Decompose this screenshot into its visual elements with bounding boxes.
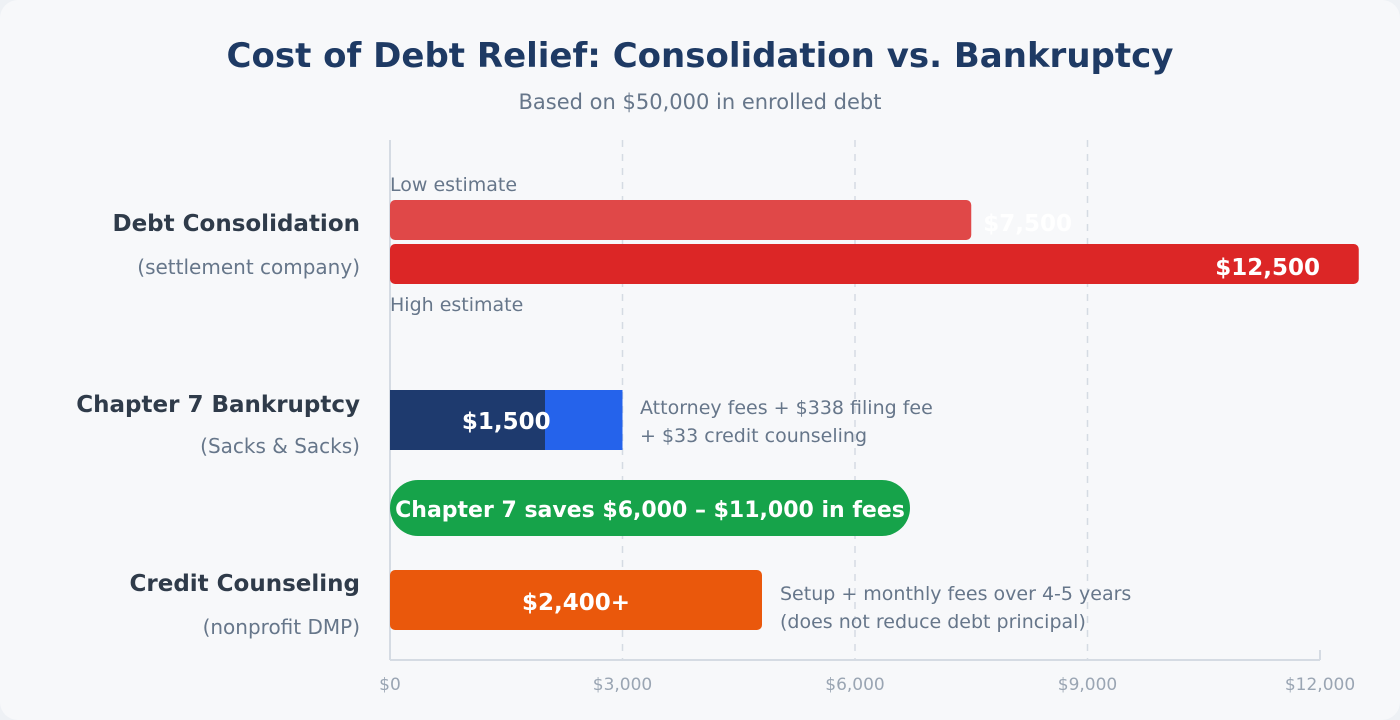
bar-note: Attorney fees + $338 filing fee [640,397,933,419]
low-estimate-label: Low estimate [390,174,517,196]
category-label: Chapter 7 Bankruptcy [76,392,360,418]
bar-value-label: $12,500 [1215,255,1320,281]
category-label: Debt Consolidation [112,211,360,237]
x-tick-label: $9,000 [1058,675,1117,695]
category-sublabel: (settlement company) [137,255,360,279]
category-sublabel: (Sacks & Sacks) [200,434,360,458]
x-tick-label: $0 [379,675,401,695]
bar-note: + $33 credit counseling [640,425,867,447]
bar-low-estimate [390,200,972,240]
savings-badge [390,480,910,536]
bar-chapter7-base [390,390,545,450]
high-estimate-label: High estimate [390,294,523,316]
x-tick-label: $3,000 [593,675,652,695]
x-tick-label: $12,000 [1285,675,1355,695]
bar-high-estimate [390,244,1359,284]
bar-value-label: $7,500 [983,211,1072,237]
bar-value-label: $1,500 [462,409,551,435]
x-tick-label: $6,000 [825,675,884,695]
chart-subtitle: Based on $50,000 in enrolled debt [518,90,882,114]
category-sublabel: (nonprofit DMP) [203,615,360,639]
bar-note: Setup + monthly fees over 4-5 years [780,583,1131,605]
chart-title: Cost of Debt Relief: Consolidation vs. B… [226,36,1174,76]
savings-badge-text: Chapter 7 saves $6,000 – $11,000 in fees [395,498,905,523]
bar-credit-counseling [390,570,762,630]
bar-value-label: $2,400+ [522,590,630,616]
bar-note: (does not reduce debt principal) [780,611,1086,633]
category-label: Credit Counseling [130,571,361,597]
